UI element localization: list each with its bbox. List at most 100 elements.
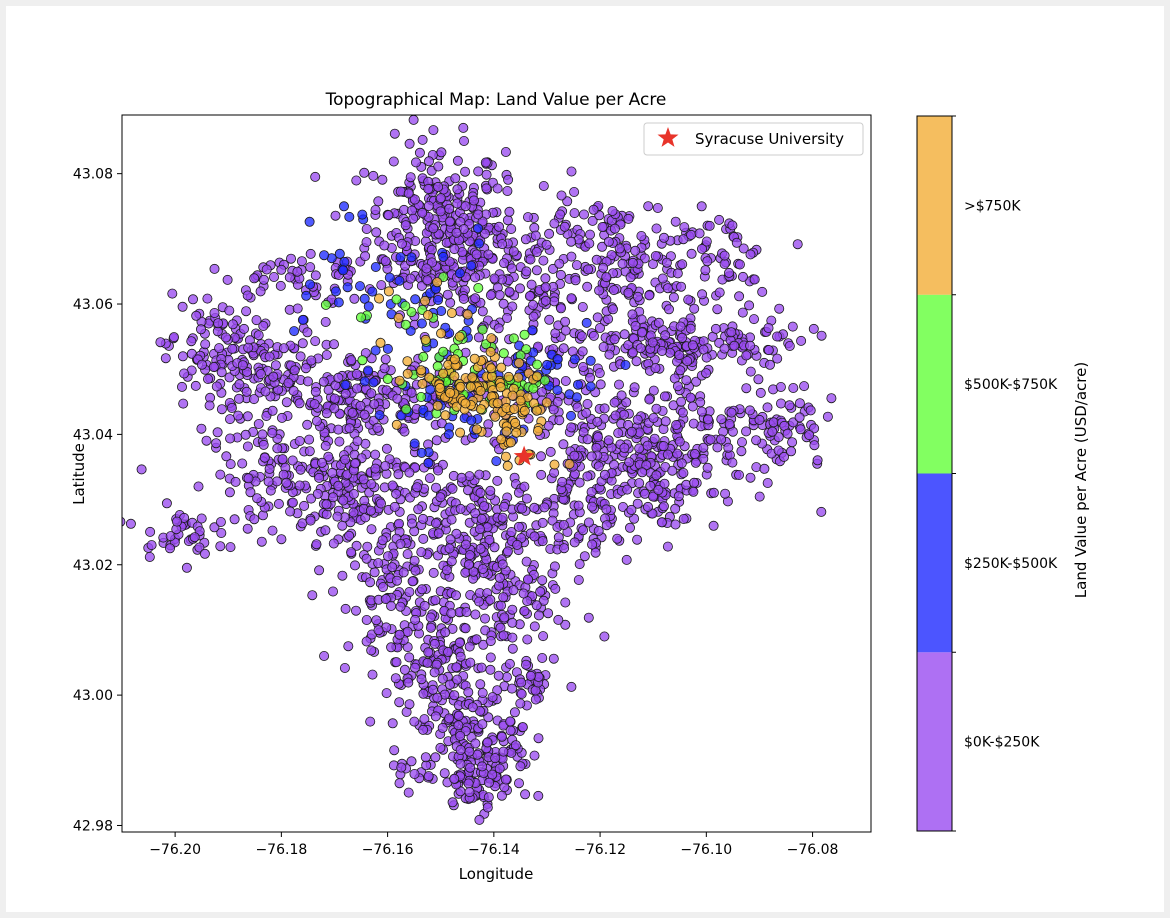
data-point (224, 414, 235, 425)
data-point (368, 170, 379, 181)
data-point (358, 474, 369, 485)
data-point (370, 261, 381, 272)
data-point (569, 208, 580, 219)
data-point (258, 439, 269, 450)
colorbar-segment (917, 294, 952, 474)
data-point (312, 488, 323, 499)
data-point (614, 379, 625, 390)
data-point (402, 368, 413, 379)
data-point (454, 637, 465, 648)
data-point (288, 385, 299, 396)
data-point (677, 332, 688, 343)
data-point (404, 587, 415, 598)
data-point (535, 586, 546, 597)
data-point (337, 520, 348, 531)
data-point (683, 294, 694, 305)
data-point (347, 407, 358, 418)
data-point (368, 377, 379, 388)
data-point (297, 518, 308, 529)
data-point (423, 156, 434, 167)
data-point (318, 376, 329, 387)
data-point (470, 508, 481, 519)
data-point (705, 434, 716, 445)
data-point (309, 399, 320, 410)
data-point (741, 350, 752, 361)
data-point (470, 272, 481, 283)
data-point (401, 404, 412, 415)
data-point (678, 467, 689, 478)
data-point (252, 493, 263, 504)
legend-star-icon (657, 127, 679, 147)
data-point (253, 330, 264, 341)
data-point (328, 492, 339, 503)
data-point (458, 122, 469, 133)
data-point (177, 301, 188, 312)
data-point (391, 294, 402, 305)
data-point (499, 612, 510, 623)
data-point (513, 521, 524, 532)
data-point (374, 410, 385, 421)
data-point (632, 291, 643, 302)
data-point (634, 478, 645, 489)
data-point (242, 523, 253, 534)
data-point (419, 295, 430, 306)
data-point (616, 390, 627, 401)
data-point (792, 239, 803, 250)
data-point (305, 515, 316, 526)
data-point (383, 286, 394, 297)
data-point (333, 480, 344, 491)
data-point (649, 433, 660, 444)
data-point (512, 539, 523, 550)
data-point (481, 183, 492, 194)
data-point (425, 622, 436, 633)
data-point (726, 327, 737, 338)
data-point (689, 477, 700, 488)
data-point (577, 346, 588, 357)
data-point (251, 315, 262, 326)
data-point (340, 388, 351, 399)
data-point (632, 414, 643, 425)
data-point (585, 355, 596, 366)
data-point (582, 281, 593, 292)
data-point (389, 128, 400, 139)
data-point (212, 427, 223, 438)
data-point (357, 355, 368, 366)
data-point (543, 420, 554, 431)
data-point (409, 716, 420, 727)
data-point (377, 535, 388, 546)
data-point (285, 506, 296, 517)
data-point (506, 223, 517, 234)
data-point (473, 209, 484, 220)
data-point (395, 601, 406, 612)
data-point (475, 487, 486, 498)
data-point (179, 368, 190, 379)
data-point (408, 213, 419, 224)
data-point (632, 534, 643, 545)
data-point (422, 310, 433, 321)
data-point (674, 350, 685, 361)
data-point (245, 487, 256, 498)
data-point (430, 752, 441, 763)
data-point (529, 531, 540, 542)
data-point (446, 608, 457, 619)
data-point (464, 550, 475, 561)
data-point (505, 725, 516, 736)
data-point (386, 642, 397, 653)
data-point (500, 451, 511, 462)
data-point (703, 414, 714, 425)
data-point (667, 465, 678, 476)
data-point (523, 574, 534, 585)
data-point (371, 227, 382, 238)
data-point (603, 236, 614, 247)
data-point (585, 229, 596, 240)
data-point (716, 414, 727, 425)
x-tick-label: −76.08 (787, 842, 839, 858)
data-point (477, 761, 488, 772)
data-point (380, 594, 391, 605)
data-point (328, 538, 339, 549)
data-point (786, 446, 797, 457)
data-point (501, 312, 512, 323)
data-point (294, 435, 305, 446)
data-point (189, 532, 200, 543)
data-point (125, 518, 136, 529)
